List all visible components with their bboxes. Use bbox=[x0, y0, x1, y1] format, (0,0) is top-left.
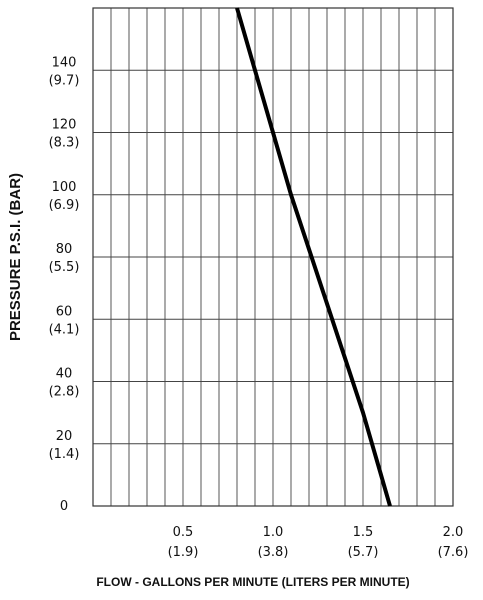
y-tick-label: 60 bbox=[56, 304, 73, 319]
y-tick-sublabel: (5.5) bbox=[49, 260, 80, 275]
plot-border bbox=[92, 7, 454, 507]
y-tick-sublabel: (6.9) bbox=[49, 198, 80, 213]
y-tick-label: 0 bbox=[60, 499, 68, 514]
y-tick-sublabel: (4.1) bbox=[49, 322, 80, 337]
x-axis-title: FLOW - GALLONS PER MINUTE (LITERS PER MI… bbox=[96, 575, 409, 589]
y-tick-sublabel: (2.8) bbox=[49, 385, 80, 400]
y-tick-sublabel: (8.3) bbox=[49, 136, 80, 151]
grid bbox=[93, 8, 453, 506]
x-tick-label: 1.0 bbox=[263, 525, 284, 540]
x-tick-sublabel: (5.7) bbox=[348, 545, 379, 560]
y-tick-label: 120 bbox=[52, 118, 77, 133]
y-tick-sublabel: (1.4) bbox=[49, 447, 80, 462]
x-tick-sublabel: (1.9) bbox=[168, 545, 199, 560]
x-tick-label: 0.5 bbox=[173, 525, 194, 540]
y-tick-label: 140 bbox=[52, 55, 77, 70]
x-tick-sublabel: (3.8) bbox=[258, 545, 289, 560]
series-line bbox=[235, 7, 392, 507]
x-axis-ticks: 0.5 (1.9) 1.0 (3.8) 1.5 (5.7) 2.0 (7.6) bbox=[168, 525, 469, 560]
y-tick-label: 80 bbox=[56, 242, 73, 257]
x-tick-label: 1.5 bbox=[353, 525, 374, 540]
x-tick-sublabel: (7.6) bbox=[438, 545, 469, 560]
y-axis-title: PRESSURE P.S.I. (BAR) bbox=[7, 173, 24, 341]
series-curve bbox=[235, 7, 392, 507]
y-tick-sublabel: (9.7) bbox=[49, 73, 80, 88]
y-tick-label: 40 bbox=[56, 367, 73, 382]
y-tick-label: 20 bbox=[56, 429, 73, 444]
y-tick-label: 100 bbox=[52, 180, 77, 195]
x-tick-label: 2.0 bbox=[443, 525, 464, 540]
y-axis-ticks: 0 20 (1.4) 40 (2.8) 60 (4.1) 80 (5.5) 100 (6.9) 120… bbox=[49, 55, 80, 514]
